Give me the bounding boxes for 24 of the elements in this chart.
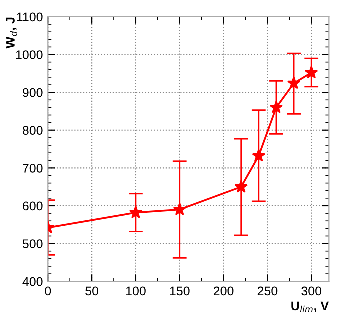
y-tick-label: 700 [23,164,43,173]
point [234,180,248,193]
point [270,100,284,114]
point [173,202,187,216]
point [252,149,266,162]
point [129,206,143,219]
x-tick-label: 200 [214,286,234,296]
y-tick-label: 500 [22,240,43,248]
x-tick-label: 50 [86,286,99,296]
x-tick-label: 150 [170,286,190,296]
point [287,76,301,90]
y-tick-label: 600 [23,202,43,211]
y-tick-label: 1000 [16,50,43,60]
y-tick-label: 400 [22,277,43,286]
x-tick-label: 0 [45,286,52,296]
y-tick-label: 1100 [17,12,43,22]
x-axis-title: U$_{lim}$, V [292,302,329,313]
point [304,66,318,79]
x-tick-label: 250 [258,286,278,296]
y-axis-title: W$_{d}$, J [6,18,17,49]
x-tick-label: 100 [126,286,146,296]
x-tick-label: 300 [302,286,322,296]
y-tick-label: 900 [23,88,43,98]
y-tick-label: 800 [22,126,43,136]
